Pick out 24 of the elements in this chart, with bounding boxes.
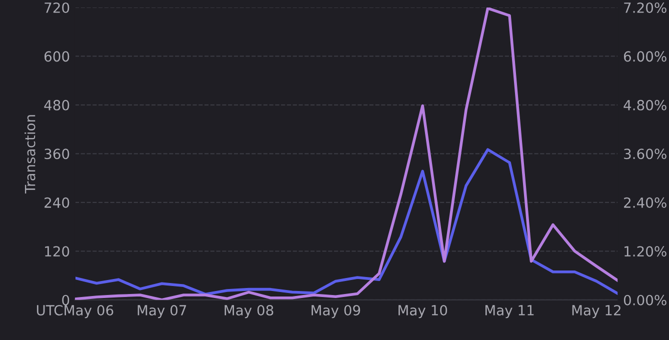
y2-tick-label: 3.60% bbox=[624, 148, 666, 160]
y-tick-label: 0 bbox=[62, 294, 70, 306]
x-tick-label: May 10 bbox=[398, 304, 448, 318]
y-tick-label: 480 bbox=[44, 100, 70, 110]
y-axis-title: Transaction bbox=[24, 115, 36, 194]
y-tick-label: 720 bbox=[44, 2, 70, 13]
x-tick-label: May 12 bbox=[572, 304, 620, 318]
x-tick-label: May 08 bbox=[224, 304, 274, 318]
y2-tick-label: 2.40% bbox=[624, 197, 666, 208]
y-tick-label: 360 bbox=[44, 148, 70, 160]
line-series bbox=[74, 7, 618, 300]
y2-tick-label: 0.00% bbox=[624, 294, 666, 306]
y2-tick-label: 6.00% bbox=[624, 51, 666, 62]
x-tick-label: May 11 bbox=[485, 305, 534, 318]
y-tick-label: 600 bbox=[44, 51, 70, 62]
y-tick-label: 120 bbox=[45, 246, 70, 257]
y2-tick-label: 4.80% bbox=[624, 100, 666, 110]
x-tick-label: May 09 bbox=[312, 304, 360, 318]
x-tick-label: May 07 bbox=[138, 304, 186, 318]
y2-tick-label: 7.20% bbox=[624, 2, 666, 13]
y-tick-label: 240 bbox=[44, 197, 70, 208]
y2-tick-label: 1.20% bbox=[624, 246, 666, 257]
line-series bbox=[74, 148, 618, 296]
x-tick-label: UTCMay 06 bbox=[36, 304, 114, 318]
